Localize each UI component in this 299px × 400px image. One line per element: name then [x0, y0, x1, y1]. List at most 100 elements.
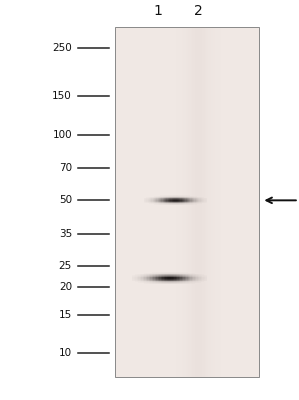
Bar	[167, 204, 168, 205]
Bar	[154, 196, 155, 197]
Bar	[167, 278, 168, 279]
Bar	[180, 197, 182, 198]
Bar	[179, 279, 180, 280]
Bar	[187, 199, 188, 200]
Bar	[189, 275, 190, 276]
Bar	[190, 198, 192, 199]
Bar	[163, 204, 164, 205]
Bar	[170, 275, 171, 276]
Bar	[177, 273, 179, 274]
Bar	[151, 199, 152, 200]
Bar	[187, 204, 188, 205]
Bar	[190, 201, 192, 202]
Bar	[160, 197, 161, 198]
Bar	[158, 273, 159, 274]
Bar	[147, 199, 149, 200]
Bar	[178, 199, 179, 200]
Bar	[163, 195, 164, 196]
Bar	[198, 199, 199, 200]
Bar	[155, 201, 156, 202]
Bar	[168, 279, 170, 280]
Bar	[147, 273, 149, 274]
Bar	[154, 197, 155, 198]
Bar	[140, 281, 141, 282]
Bar	[170, 278, 171, 279]
Bar	[165, 274, 167, 275]
Bar	[189, 279, 190, 280]
Bar	[174, 199, 175, 200]
Bar	[150, 273, 152, 274]
Bar	[141, 281, 143, 282]
Bar	[174, 195, 175, 196]
Bar	[180, 204, 182, 205]
Bar	[172, 200, 173, 201]
Bar	[156, 198, 158, 199]
Bar	[188, 204, 189, 205]
Bar	[202, 27, 203, 377]
Bar	[168, 204, 169, 205]
Bar	[159, 200, 160, 201]
Bar	[215, 27, 216, 377]
Bar	[164, 272, 165, 273]
Bar	[202, 281, 204, 282]
Bar	[181, 280, 183, 281]
Bar	[147, 281, 149, 282]
Bar	[158, 282, 159, 283]
Bar	[182, 201, 183, 202]
Bar	[173, 201, 174, 202]
Bar	[161, 275, 162, 276]
Bar	[155, 202, 156, 203]
Bar	[184, 201, 185, 202]
Bar	[176, 279, 177, 280]
Bar	[172, 197, 173, 198]
Bar	[140, 274, 141, 275]
Bar	[172, 201, 173, 202]
Bar	[164, 204, 165, 205]
Bar	[177, 204, 178, 205]
Bar	[207, 27, 208, 377]
Bar	[160, 196, 161, 197]
Bar	[165, 196, 167, 197]
Bar	[177, 283, 179, 284]
Bar	[189, 195, 190, 196]
Bar	[192, 201, 193, 202]
Bar	[168, 283, 170, 284]
Bar	[168, 281, 170, 282]
Bar	[167, 197, 168, 198]
Bar	[152, 278, 153, 279]
Bar	[177, 196, 178, 197]
Bar	[149, 200, 150, 201]
Bar	[196, 202, 197, 203]
Bar	[176, 282, 177, 283]
Bar	[179, 280, 180, 281]
Bar	[203, 197, 205, 198]
Bar	[182, 27, 183, 377]
Bar	[196, 275, 198, 276]
Bar	[192, 274, 193, 275]
Bar	[190, 282, 192, 283]
Bar	[174, 277, 176, 278]
Bar	[150, 202, 151, 203]
Bar	[164, 197, 165, 198]
Bar	[217, 27, 218, 377]
Bar	[161, 281, 162, 282]
Bar	[156, 199, 158, 200]
Bar	[155, 277, 156, 278]
Bar	[176, 273, 177, 274]
Bar	[193, 280, 195, 281]
Bar	[146, 281, 147, 282]
Bar	[141, 280, 143, 281]
Bar	[201, 274, 202, 275]
Bar	[192, 276, 193, 277]
Bar	[168, 200, 169, 201]
Bar	[202, 202, 203, 203]
Bar	[179, 203, 180, 204]
Bar	[192, 199, 193, 200]
Bar	[189, 277, 190, 278]
Bar	[180, 202, 182, 203]
Bar	[144, 278, 146, 279]
Bar	[187, 281, 189, 282]
Bar	[156, 277, 158, 278]
Bar	[179, 277, 180, 278]
Bar	[159, 274, 161, 275]
